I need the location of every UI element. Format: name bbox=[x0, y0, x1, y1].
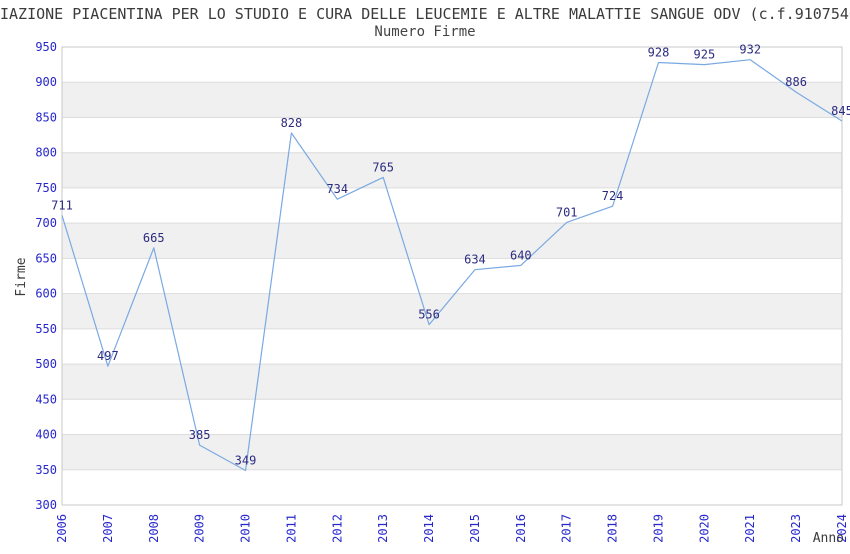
plot-bands bbox=[62, 47, 842, 505]
svg-text:2008: 2008 bbox=[147, 514, 161, 543]
svg-text:845: 845 bbox=[831, 104, 850, 118]
svg-text:2018: 2018 bbox=[606, 514, 620, 543]
svg-text:2014: 2014 bbox=[422, 514, 436, 543]
svg-text:2019: 2019 bbox=[651, 514, 665, 543]
svg-text:2013: 2013 bbox=[376, 514, 390, 543]
svg-text:550: 550 bbox=[35, 322, 57, 336]
svg-text:2015: 2015 bbox=[468, 514, 482, 543]
svg-text:928: 928 bbox=[648, 46, 670, 60]
svg-text:2009: 2009 bbox=[193, 514, 207, 543]
svg-text:500: 500 bbox=[35, 357, 57, 371]
svg-text:640: 640 bbox=[510, 248, 532, 262]
svg-text:349: 349 bbox=[235, 453, 257, 467]
svg-text:950: 950 bbox=[35, 40, 57, 54]
svg-text:925: 925 bbox=[694, 48, 716, 62]
svg-text:634: 634 bbox=[464, 253, 486, 267]
svg-text:600: 600 bbox=[35, 287, 57, 301]
svg-text:700: 700 bbox=[35, 216, 57, 230]
svg-text:2016: 2016 bbox=[514, 514, 528, 543]
svg-text:2010: 2010 bbox=[239, 514, 253, 543]
series-line bbox=[61, 59, 843, 472]
x-tick-labels: 2006 2007 2008 2009 2010 2011 2012 2013 2014 2015… bbox=[55, 514, 849, 543]
y-axis-title: Firme bbox=[14, 257, 29, 296]
gridlines bbox=[62, 81, 842, 471]
x-axis-title: Anno bbox=[813, 531, 844, 546]
svg-text:350: 350 bbox=[35, 463, 57, 477]
svg-text:385: 385 bbox=[189, 428, 211, 442]
chart-subtitle: Numero Firme bbox=[374, 24, 476, 40]
svg-text:665: 665 bbox=[143, 231, 165, 245]
svg-text:800: 800 bbox=[35, 146, 57, 160]
svg-text:2021: 2021 bbox=[743, 514, 757, 543]
svg-text:2023: 2023 bbox=[789, 514, 803, 543]
svg-text:850: 850 bbox=[35, 110, 57, 124]
svg-text:450: 450 bbox=[35, 392, 57, 406]
svg-text:556: 556 bbox=[418, 308, 440, 322]
plot-border bbox=[61, 46, 843, 506]
svg-text:300: 300 bbox=[35, 498, 57, 512]
svg-text:734: 734 bbox=[326, 182, 348, 196]
svg-text:2017: 2017 bbox=[560, 514, 574, 543]
y-tick-labels: 300 350 400 450 500 550 600 650 700 750 800 850 900 9… bbox=[35, 40, 57, 512]
svg-text:2024: 2024 bbox=[835, 514, 849, 543]
chart-title: IAZIONE PIACENTINA PER LO STUDIO E CURA … bbox=[0, 6, 850, 22]
svg-text:750: 750 bbox=[35, 181, 57, 195]
svg-text:2006: 2006 bbox=[55, 514, 69, 543]
svg-text:828: 828 bbox=[281, 116, 303, 130]
svg-text:724: 724 bbox=[602, 189, 624, 203]
data-point-labels: 711 497 665 385 349 828 734 765 556 634 640 701 724 9… bbox=[51, 43, 850, 468]
svg-text:400: 400 bbox=[35, 428, 57, 442]
svg-text:711: 711 bbox=[51, 198, 73, 212]
svg-text:2007: 2007 bbox=[101, 514, 115, 543]
svg-text:765: 765 bbox=[372, 160, 394, 174]
svg-text:2012: 2012 bbox=[330, 514, 344, 543]
svg-text:2011: 2011 bbox=[284, 514, 298, 543]
svg-text:701: 701 bbox=[556, 205, 578, 219]
svg-text:886: 886 bbox=[785, 75, 807, 89]
svg-text:650: 650 bbox=[35, 251, 57, 265]
svg-text:2020: 2020 bbox=[697, 514, 711, 543]
svg-text:900: 900 bbox=[35, 75, 57, 89]
svg-text:497: 497 bbox=[97, 349, 119, 363]
svg-text:932: 932 bbox=[739, 43, 761, 57]
